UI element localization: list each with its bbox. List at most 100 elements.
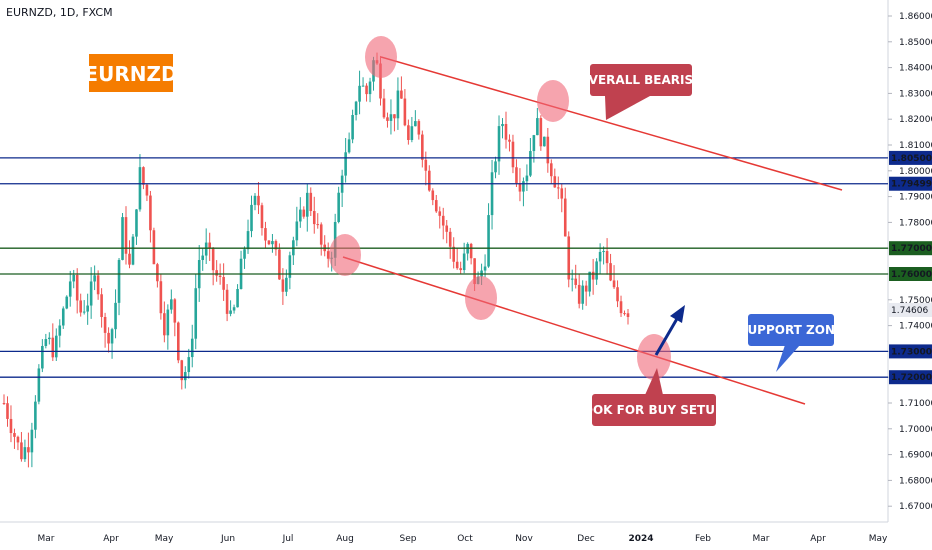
buy-callout-pointer — [645, 368, 663, 395]
candle-body — [393, 114, 396, 119]
buy-callout-box — [592, 394, 716, 426]
overall-callout-pointer — [605, 96, 650, 120]
y-tick-label: 1.85000 — [899, 38, 932, 48]
candle-body — [316, 224, 320, 226]
candle-body — [344, 152, 347, 176]
y-tick-label: 1.69000 — [899, 451, 932, 461]
candle-body — [511, 141, 515, 168]
candle-body — [459, 268, 462, 271]
candle-body — [403, 98, 407, 126]
y-tick-label: 1.70000 — [899, 425, 932, 435]
candle-body — [581, 285, 584, 304]
candle-body — [487, 215, 490, 267]
x-tick-label: May — [869, 534, 888, 544]
x-tick-label: Mar — [753, 534, 770, 544]
candle-body — [522, 181, 525, 192]
candle-body — [543, 136, 546, 147]
candle-body — [626, 313, 630, 317]
candle-body — [337, 192, 340, 222]
candle-body — [13, 433, 16, 437]
candle-body — [44, 339, 48, 346]
candle-body — [619, 301, 623, 314]
candle-body — [584, 285, 588, 292]
candle-body — [424, 159, 428, 171]
candle-body — [281, 279, 285, 292]
candle-body — [54, 335, 58, 358]
candle-body — [232, 307, 236, 311]
candle-body — [550, 163, 553, 177]
candle-body — [605, 251, 609, 264]
candle-body — [441, 215, 445, 226]
candle-body — [250, 204, 253, 232]
candle-body — [515, 167, 518, 184]
x-tick-label: Sep — [400, 534, 417, 544]
candle-body — [312, 211, 316, 225]
candle-body — [288, 255, 292, 278]
candle-body — [319, 224, 323, 245]
candle-body — [211, 248, 215, 271]
candle-body — [229, 310, 232, 314]
candle-body — [20, 442, 23, 460]
candle-body — [253, 195, 257, 205]
candle-body — [121, 217, 124, 260]
candle-body — [407, 125, 410, 141]
x-tick-label: Mar — [38, 534, 55, 544]
buy-arrow-head — [670, 305, 685, 323]
y-tick-label: 1.67000 — [899, 502, 932, 512]
upper-trendline — [380, 56, 843, 191]
swing-point-marker — [465, 276, 497, 320]
candle-body — [37, 368, 41, 402]
y-tick-label: 1.81000 — [899, 141, 932, 151]
support-callout-box — [748, 314, 834, 346]
candle-body — [473, 258, 476, 285]
candle-body — [177, 322, 180, 361]
candle-body — [417, 121, 421, 135]
candle-body — [595, 261, 598, 280]
candle-body — [271, 241, 274, 245]
candle-body — [208, 242, 211, 249]
candle-body — [222, 276, 225, 290]
x-tick-label: Oct — [457, 534, 473, 544]
candle-body — [187, 357, 191, 373]
x-tick-label: Apr — [103, 534, 119, 544]
candle-body — [445, 225, 449, 232]
candle-body — [30, 429, 34, 453]
candle-body — [448, 231, 452, 247]
candle-body — [152, 230, 156, 265]
candle-body — [68, 281, 72, 297]
candle-body — [75, 274, 79, 301]
candle-body — [159, 281, 163, 314]
level-price-label: 1.76000 — [891, 270, 932, 280]
candle-body — [501, 123, 504, 127]
candle-body — [246, 231, 250, 250]
level-price-label: 1.72000 — [891, 373, 932, 383]
candle-body — [48, 337, 51, 340]
y-tick-label: 1.79000 — [899, 193, 932, 203]
candle-body — [103, 316, 107, 333]
level-price-label: 1.77000 — [891, 244, 932, 254]
x-tick-label: Nov — [515, 534, 533, 544]
candle-body — [278, 249, 281, 280]
candle-body — [305, 192, 309, 217]
support-callout-pointer — [776, 345, 800, 372]
candle-body — [51, 337, 55, 358]
candle-body — [560, 188, 564, 199]
candle-body — [183, 372, 187, 381]
candle-body — [494, 161, 497, 173]
candle-body — [490, 172, 494, 216]
candle-body — [354, 101, 358, 116]
candle-body — [553, 176, 557, 188]
candle-body — [114, 302, 117, 330]
level-price-tag — [889, 176, 932, 191]
candle-body — [427, 170, 431, 191]
candle-body — [285, 277, 288, 292]
candle-body — [260, 205, 264, 229]
candle-body — [79, 300, 82, 313]
candle-body — [82, 311, 86, 313]
y-tick-label: 1.84000 — [899, 64, 932, 74]
candle-body — [96, 275, 100, 295]
candle-body — [438, 211, 442, 216]
candle-body — [190, 338, 194, 358]
candle-body — [382, 98, 386, 118]
